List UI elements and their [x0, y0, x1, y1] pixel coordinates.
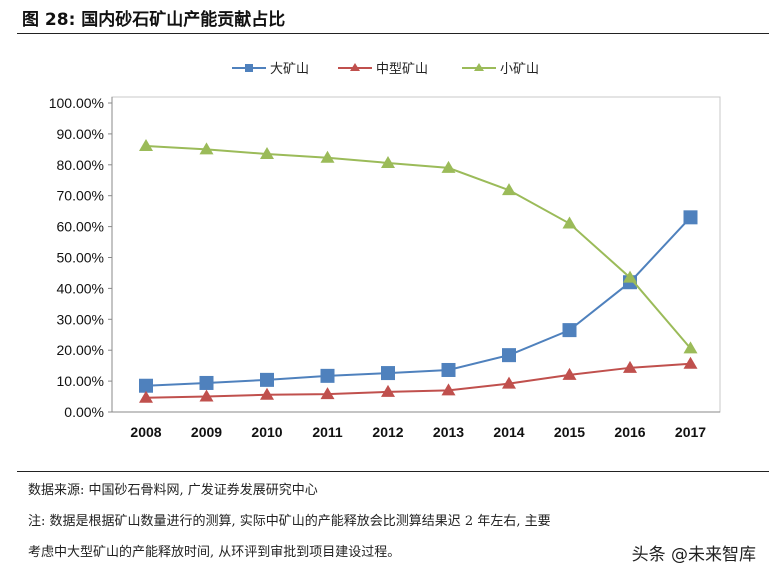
- data-point-0-9: [683, 210, 698, 225]
- line-chart: 0.00% 10.00% 20.00% 30.00% 40.00% 50.00% 60.00…: [49, 61, 721, 440]
- legend-label-2: 小矿山: [500, 61, 539, 76]
- data-point-1-9: [683, 356, 698, 369]
- data-point-1-5: [441, 383, 456, 396]
- data-point-2-7: [562, 216, 577, 229]
- data-point-2-4: [381, 155, 395, 168]
- y-tick-label: 10.00%: [57, 373, 104, 389]
- data-point-1-6: [502, 376, 516, 389]
- data-point-1-2: [260, 387, 274, 400]
- data-point-0-4: [381, 366, 395, 381]
- y-tick-label: 60.00%: [57, 219, 104, 235]
- y-tick-label: 20.00%: [57, 342, 104, 358]
- series-line-1: [145, 362, 691, 399]
- data-point-1-8: [623, 360, 637, 373]
- y-tick-label: 50.00%: [57, 250, 104, 266]
- x-tick-label: 2014: [493, 424, 524, 440]
- source-note: 数据来源: 中国砂石骨料网, 广发证券发展研究中心: [28, 483, 318, 498]
- y-tick-label: 90.00%: [57, 126, 104, 142]
- y-tick-label: 30.00%: [57, 311, 104, 327]
- data-point-1-0: [139, 390, 153, 403]
- legend-marker-2: [474, 63, 484, 71]
- data-point-0-2: [260, 372, 274, 387]
- data-point-0-5: [441, 362, 456, 377]
- x-tick-label: 2010: [251, 424, 282, 440]
- data-point-2-2: [260, 146, 274, 159]
- legend-label-0: 大矿山: [270, 61, 309, 76]
- data-point-0-3: [320, 368, 335, 383]
- data-point-0-1: [199, 375, 214, 390]
- data-point-2-9: [683, 341, 698, 354]
- title-divider: [17, 33, 769, 34]
- data-point-0-6: [502, 348, 516, 363]
- data-point-2-5: [441, 160, 456, 173]
- y-tick-label: 0.00%: [64, 404, 104, 420]
- watermark: 头条 @未来智库: [631, 545, 756, 565]
- data-point-2-8: [623, 270, 637, 283]
- data-point-0-7: [562, 323, 577, 338]
- x-tick-label: 2008: [130, 424, 161, 440]
- legend-marker-0: [245, 64, 253, 72]
- legend-marker-1: [350, 63, 360, 71]
- x-tick-label: 2016: [614, 424, 645, 440]
- legend-label-1: 中型矿山: [376, 61, 428, 76]
- x-tick-label: 2009: [191, 424, 222, 440]
- data-point-1-7: [562, 367, 577, 380]
- data-point-1-1: [199, 389, 214, 402]
- data-point-0-0: [139, 378, 153, 393]
- x-tick-label: 2013: [433, 424, 464, 440]
- series-line-2: [145, 144, 692, 349]
- note-line-2: 考虑中大型矿山的产能释放时间, 从环评到审批到项目建设过程。: [28, 545, 401, 560]
- y-tick-label: 80.00%: [57, 157, 104, 173]
- figure-title: 图 28: 国内砂石矿山产能贡献占比: [22, 10, 286, 30]
- data-point-2-0: [139, 138, 153, 151]
- x-tick-label: 2017: [675, 424, 706, 440]
- data-point-2-6: [502, 183, 516, 196]
- data-point-1-4: [381, 384, 395, 397]
- y-tick-label: 70.00%: [57, 188, 104, 204]
- series-line-0: [145, 216, 692, 387]
- x-tick-label: 2012: [372, 424, 403, 440]
- data-point-2-3: [320, 150, 335, 163]
- y-tick-label: 40.00%: [57, 280, 104, 296]
- data-point-2-1: [199, 142, 214, 155]
- x-tick-label: 2011: [312, 424, 343, 440]
- note-line-1: 注: 数据是根据矿山数量进行的测算, 实际中矿山的产能释放会比测算结果迟 2 年…: [28, 514, 551, 529]
- x-tick-label: 2015: [554, 424, 585, 440]
- footer-divider: [17, 471, 769, 472]
- data-point-1-3: [320, 387, 335, 400]
- y-tick-label: 100.00%: [49, 95, 104, 111]
